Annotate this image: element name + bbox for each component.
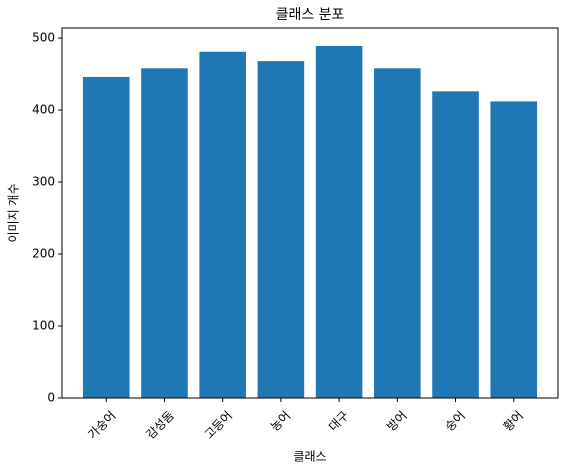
bar — [374, 68, 421, 399]
x-tick-label: 방어 — [384, 408, 410, 434]
bar — [82, 76, 130, 399]
x-tick-label: 감성돔 — [143, 408, 176, 441]
y-tick-label: 400 — [32, 103, 55, 117]
plot-frame — [61, 27, 559, 399]
y-tick-label: 100 — [32, 319, 55, 333]
bar — [490, 101, 538, 398]
x-tick-label: 대구 — [326, 408, 352, 434]
bar — [199, 51, 246, 399]
y-tick-label: 0 — [47, 391, 55, 405]
bar — [257, 61, 305, 398]
bar — [432, 91, 479, 398]
chart-title: 클래스 분포 — [276, 7, 345, 23]
y-tick-label: 500 — [32, 31, 55, 45]
y-axis-label: 이미지 개수 — [7, 183, 21, 242]
x-tick-label: 숭어 — [442, 408, 468, 434]
bar — [315, 45, 363, 399]
x-tick-label: 황어 — [501, 408, 527, 434]
bar — [141, 68, 188, 399]
x-axis-label: 클래스 — [293, 450, 326, 464]
x-tick-label: 가숭어 — [85, 408, 118, 441]
y-tick-label: 200 — [32, 247, 55, 261]
x-tick-label: 농어 — [268, 408, 294, 434]
x-tick-label: 고등어 — [202, 408, 235, 441]
y-tick-label: 300 — [32, 175, 55, 189]
